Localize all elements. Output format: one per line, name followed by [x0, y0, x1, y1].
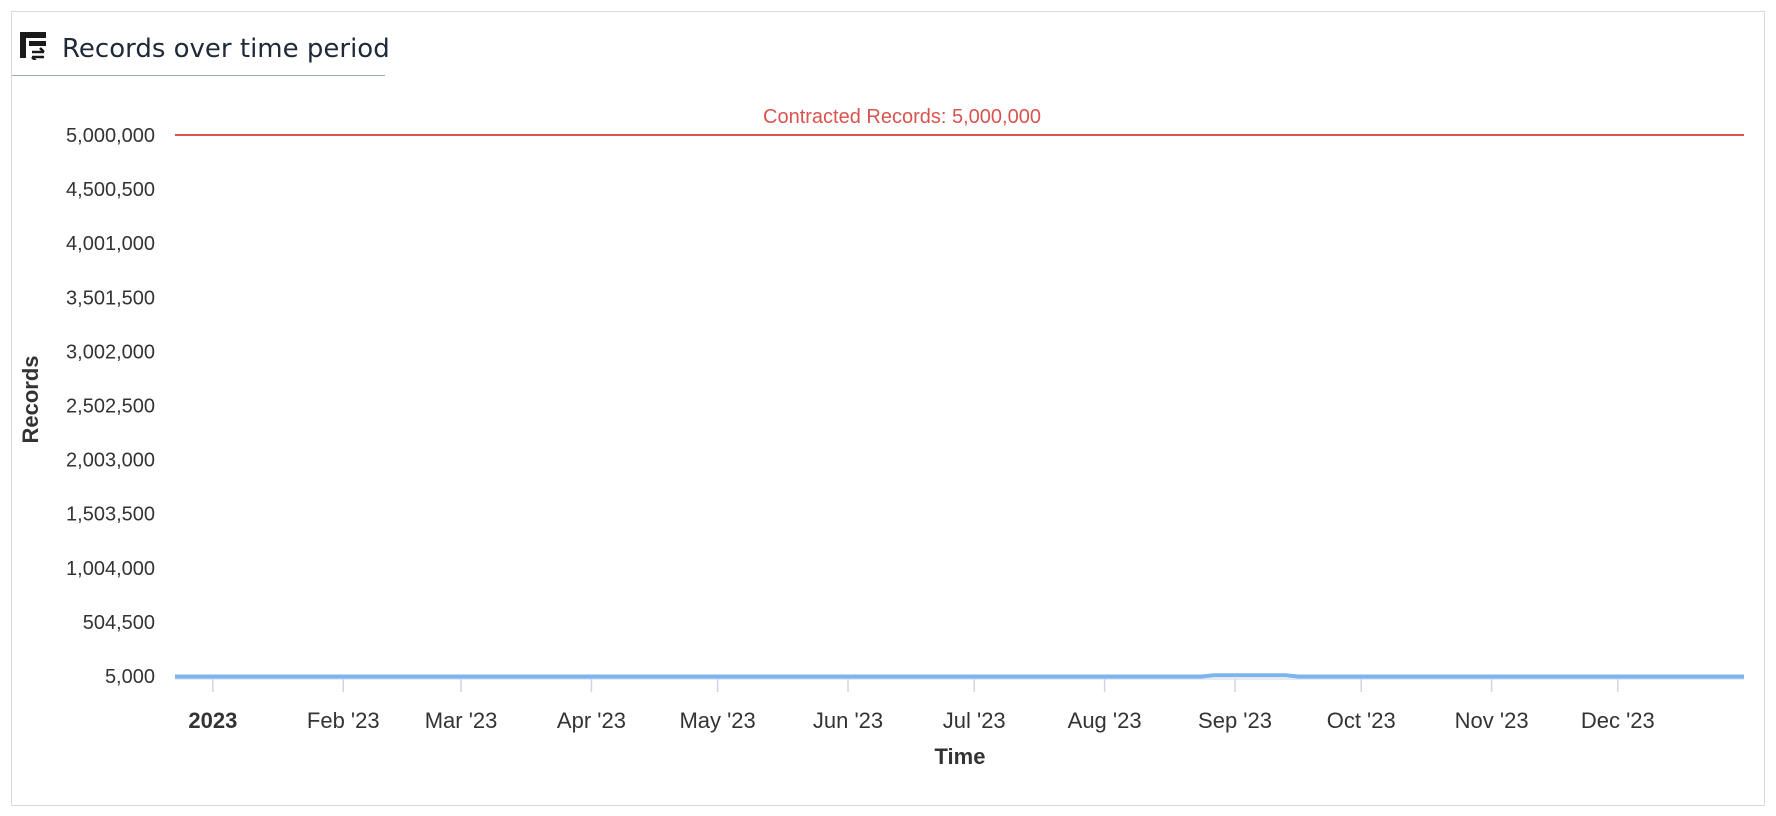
- panel-header: Records over time period: [12, 12, 390, 76]
- y-axis: 5,000 504,500 1,004,000 1,503,500 2,003,000 2…: [66, 125, 155, 688]
- y-tick-label: 2,003,000: [66, 450, 155, 472]
- x-tick-label: 2023: [188, 708, 237, 733]
- x-tick-label: Oct '23: [1327, 708, 1396, 733]
- y-tick-label: 1,503,500: [66, 504, 155, 526]
- x-tick-label: May '23: [679, 708, 755, 733]
- chart-panel: Records over time period: [11, 11, 1765, 806]
- x-axis: 2023 Feb '23 Mar '23 Apr '23 May '23 Jun '23 J…: [175, 678, 1744, 733]
- x-tick-label: Jul '23: [943, 708, 1006, 733]
- table-sync-icon: [20, 32, 46, 60]
- x-tick-label: Apr '23: [557, 708, 626, 733]
- y-tick-label: 1,004,000: [66, 558, 155, 580]
- x-tick-label: Jun '23: [813, 708, 883, 733]
- series-line-records: [175, 673, 1744, 679]
- reference-line-label: Contracted Records: 5,000,000: [763, 106, 1041, 128]
- x-tick-label: Mar '23: [425, 708, 498, 733]
- y-tick-label: 4,500,500: [66, 179, 155, 201]
- y-tick-label: 3,002,000: [66, 341, 155, 363]
- x-tick-label: Nov '23: [1455, 708, 1529, 733]
- y-tick-label: 5,000,000: [66, 125, 155, 147]
- x-tick-label: Dec '23: [1581, 708, 1655, 733]
- y-tick-label: 2,502,500: [66, 396, 155, 418]
- x-tick-label: Sep '23: [1198, 708, 1272, 733]
- x-tick-label: Feb '23: [307, 708, 380, 733]
- x-tick-label: Aug '23: [1068, 708, 1142, 733]
- y-axis-title: Records: [18, 355, 43, 443]
- panel-title: Records over time period: [62, 34, 390, 64]
- x-axis-title: Time: [935, 744, 986, 769]
- y-tick-label: 504,500: [83, 612, 155, 634]
- y-tick-label: 4,001,000: [66, 233, 155, 255]
- y-tick-label: 3,501,500: [66, 287, 155, 309]
- y-tick-label: 5,000: [105, 666, 155, 688]
